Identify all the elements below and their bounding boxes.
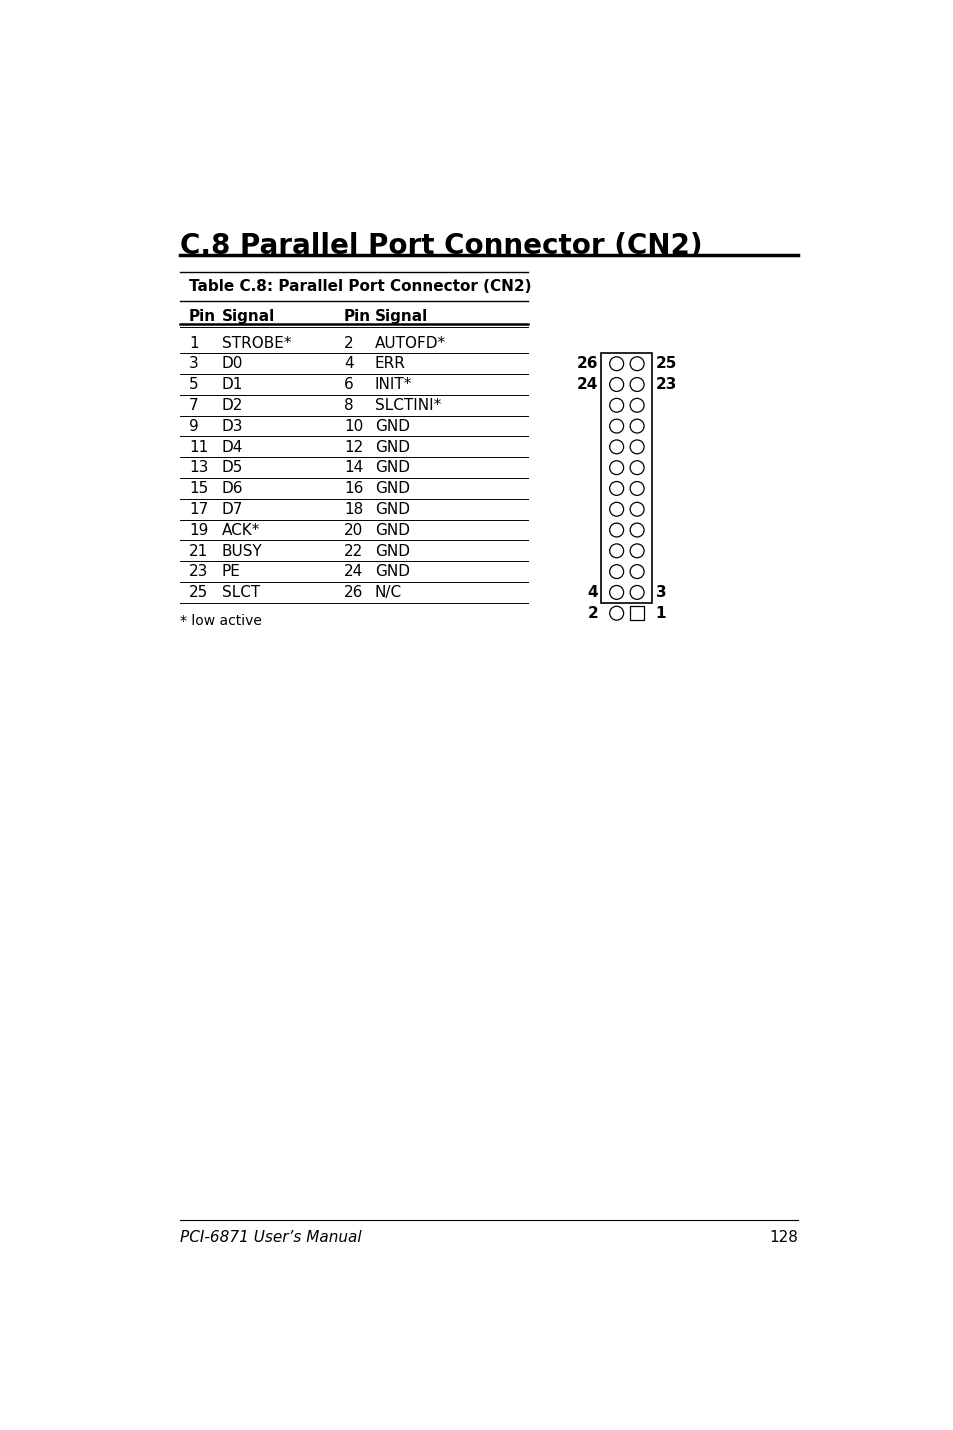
Text: 23: 23	[189, 565, 208, 579]
Text: D7: D7	[221, 502, 243, 516]
Text: GND: GND	[375, 439, 410, 455]
Circle shape	[630, 543, 643, 558]
Text: 2: 2	[587, 606, 598, 621]
Text: 15: 15	[189, 480, 208, 496]
Circle shape	[609, 606, 623, 621]
Text: 19: 19	[189, 523, 208, 538]
Text: 6: 6	[344, 378, 354, 392]
Text: 3: 3	[189, 356, 198, 372]
Text: GND: GND	[375, 565, 410, 579]
Circle shape	[630, 585, 643, 599]
Text: INIT*: INIT*	[375, 378, 412, 392]
Bar	[600, 353, 652, 603]
Text: 26: 26	[344, 585, 363, 601]
Text: D0: D0	[221, 356, 243, 372]
Text: 2: 2	[344, 336, 354, 350]
Circle shape	[609, 543, 623, 558]
Text: Pin: Pin	[344, 309, 371, 323]
Circle shape	[609, 523, 623, 536]
Text: Pin: Pin	[189, 309, 216, 323]
Circle shape	[609, 460, 623, 475]
Text: STROBE*: STROBE*	[221, 336, 291, 350]
Text: GND: GND	[375, 460, 410, 475]
Circle shape	[630, 419, 643, 433]
Text: 16: 16	[344, 480, 363, 496]
Text: ACK*: ACK*	[221, 523, 259, 538]
Text: GND: GND	[375, 502, 410, 516]
Text: PCI-6871 User’s Manual: PCI-6871 User’s Manual	[179, 1230, 361, 1246]
Text: 4: 4	[587, 585, 598, 601]
Circle shape	[609, 440, 623, 453]
Circle shape	[630, 378, 643, 392]
Circle shape	[630, 356, 643, 370]
Text: GND: GND	[375, 419, 410, 433]
Circle shape	[609, 399, 623, 412]
Text: BUSY: BUSY	[221, 543, 262, 559]
Circle shape	[609, 378, 623, 392]
Text: 7: 7	[189, 398, 198, 413]
Text: 12: 12	[344, 439, 363, 455]
Circle shape	[609, 356, 623, 370]
Text: 23: 23	[655, 378, 677, 392]
Text: 8: 8	[344, 398, 354, 413]
Text: SLCTINI*: SLCTINI*	[375, 398, 441, 413]
Text: ERR: ERR	[375, 356, 405, 372]
Circle shape	[630, 523, 643, 536]
Text: 18: 18	[344, 502, 363, 516]
Text: 14: 14	[344, 460, 363, 475]
Text: 5: 5	[189, 378, 198, 392]
Text: GND: GND	[375, 543, 410, 559]
Text: N/C: N/C	[375, 585, 402, 601]
Text: 9: 9	[189, 419, 198, 433]
Bar	[630, 606, 643, 621]
Text: 25: 25	[189, 585, 208, 601]
Circle shape	[609, 502, 623, 516]
Circle shape	[630, 502, 643, 516]
Text: SLCT: SLCT	[221, 585, 259, 601]
Text: 4: 4	[344, 356, 354, 372]
Circle shape	[609, 565, 623, 579]
Text: 1: 1	[189, 336, 198, 350]
Text: * low active: * low active	[179, 615, 261, 628]
Text: C.8 Parallel Port Connector (CN2): C.8 Parallel Port Connector (CN2)	[179, 232, 701, 260]
Text: 20: 20	[344, 523, 363, 538]
Text: PE: PE	[221, 565, 240, 579]
Text: D4: D4	[221, 439, 243, 455]
Text: GND: GND	[375, 523, 410, 538]
Text: D5: D5	[221, 460, 243, 475]
Circle shape	[630, 440, 643, 453]
Text: 24: 24	[344, 565, 363, 579]
Circle shape	[630, 460, 643, 475]
Text: 11: 11	[189, 439, 208, 455]
Text: 25: 25	[655, 356, 677, 372]
Text: Signal: Signal	[221, 309, 274, 323]
Circle shape	[630, 482, 643, 495]
Text: 21: 21	[189, 543, 208, 559]
Text: D1: D1	[221, 378, 243, 392]
Circle shape	[609, 482, 623, 495]
Text: D2: D2	[221, 398, 243, 413]
Text: 3: 3	[655, 585, 665, 601]
Text: AUTOFD*: AUTOFD*	[375, 336, 446, 350]
Circle shape	[609, 419, 623, 433]
Text: 17: 17	[189, 502, 208, 516]
Text: 13: 13	[189, 460, 208, 475]
Text: D6: D6	[221, 480, 243, 496]
Circle shape	[609, 585, 623, 599]
Text: 24: 24	[577, 378, 598, 392]
Text: D3: D3	[221, 419, 243, 433]
Text: Table C.8: Parallel Port Connector (CN2): Table C.8: Parallel Port Connector (CN2)	[189, 279, 531, 295]
Circle shape	[630, 399, 643, 412]
Text: 1: 1	[655, 606, 665, 621]
Circle shape	[630, 565, 643, 579]
Text: 22: 22	[344, 543, 363, 559]
Text: 26: 26	[577, 356, 598, 372]
Text: 128: 128	[768, 1230, 798, 1246]
Text: 10: 10	[344, 419, 363, 433]
Text: GND: GND	[375, 480, 410, 496]
Text: Signal: Signal	[375, 309, 428, 323]
